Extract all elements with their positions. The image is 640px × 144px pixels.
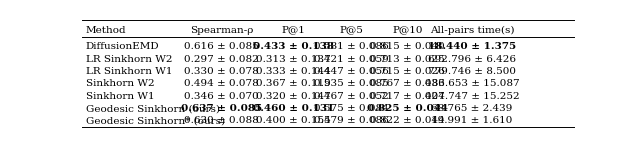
Text: 0.825 ± 0.044: 0.825 ± 0.044 xyxy=(367,104,448,113)
Text: 0.367 ± 0.119: 0.367 ± 0.119 xyxy=(256,79,331,88)
Text: 0.581 ± 0.086: 0.581 ± 0.086 xyxy=(314,42,389,51)
Text: 0.767 ± 0.036: 0.767 ± 0.036 xyxy=(370,79,445,88)
Text: 0.313 ± 0.137: 0.313 ± 0.137 xyxy=(256,55,331,64)
Text: 0.822 ± 0.044: 0.822 ± 0.044 xyxy=(370,116,445,125)
Text: 0.713 ± 0.025: 0.713 ± 0.025 xyxy=(370,55,445,64)
Text: 19.991 ± 1.610: 19.991 ± 1.610 xyxy=(431,116,513,125)
Text: LR Sinkhorn W2: LR Sinkhorn W2 xyxy=(86,55,172,64)
Text: P@1: P@1 xyxy=(282,25,305,35)
Text: 0.535 ± 0.085: 0.535 ± 0.085 xyxy=(314,79,389,88)
Text: 0.447 ± 0.056: 0.447 ± 0.056 xyxy=(314,67,389,76)
Text: 483.653 ± 15.087: 483.653 ± 15.087 xyxy=(424,79,519,88)
Text: Geodesic Sinkhorn* (ours): Geodesic Sinkhorn* (ours) xyxy=(86,116,225,125)
Text: 0.717 ± 0.027: 0.717 ± 0.027 xyxy=(370,92,445,101)
Text: 692.796 ± 6.426: 692.796 ± 6.426 xyxy=(428,55,516,64)
Text: 0.433 ± 0.138: 0.433 ± 0.138 xyxy=(253,42,333,51)
Text: 0.815 ± 0.040: 0.815 ± 0.040 xyxy=(370,42,445,51)
Text: 0.330 ± 0.078: 0.330 ± 0.078 xyxy=(184,67,259,76)
Text: 0.320 ± 0.147: 0.320 ± 0.147 xyxy=(256,92,331,101)
Text: 0.460 ± 0.131: 0.460 ± 0.131 xyxy=(253,104,334,113)
Text: 0.346 ± 0.070: 0.346 ± 0.070 xyxy=(184,92,259,101)
Text: 0.630 ± 0.088: 0.630 ± 0.088 xyxy=(184,116,259,125)
Text: 0.467 ± 0.052: 0.467 ± 0.052 xyxy=(314,92,389,101)
Text: 404.747 ± 15.252: 404.747 ± 15.252 xyxy=(424,92,519,101)
Text: All-pairs time(s): All-pairs time(s) xyxy=(429,25,514,35)
Text: 779.746 ± 8.500: 779.746 ± 8.500 xyxy=(428,67,516,76)
Text: LR Sinkhorn W1: LR Sinkhorn W1 xyxy=(86,67,172,76)
Text: Geodesic Sinkhorn (ours): Geodesic Sinkhorn (ours) xyxy=(86,104,220,113)
Text: 0.494 ± 0.078: 0.494 ± 0.078 xyxy=(184,79,259,88)
Text: 0.297 ± 0.082: 0.297 ± 0.082 xyxy=(184,55,259,64)
Text: 18.440 ± 1.375: 18.440 ± 1.375 xyxy=(428,42,516,51)
Text: Method: Method xyxy=(86,25,127,35)
Text: 0.575 ± 0.084: 0.575 ± 0.084 xyxy=(314,104,389,113)
Text: Sinkhorn W2: Sinkhorn W2 xyxy=(86,79,155,88)
Text: 0.333 ± 0.144: 0.333 ± 0.144 xyxy=(256,67,331,76)
Text: 68.765 ± 2.439: 68.765 ± 2.439 xyxy=(431,104,513,113)
Text: DiffusionEMD: DiffusionEMD xyxy=(86,42,159,51)
Text: 0.400 ± 0.154: 0.400 ± 0.154 xyxy=(256,116,331,125)
Text: 0.421 ± 0.059: 0.421 ± 0.059 xyxy=(314,55,389,64)
Text: P@10: P@10 xyxy=(392,25,422,35)
Text: 0.715 ± 0.026: 0.715 ± 0.026 xyxy=(370,67,445,76)
Text: P@5: P@5 xyxy=(340,25,364,35)
Text: Spearman-ρ: Spearman-ρ xyxy=(189,25,253,35)
Text: 0.637 ± 0.085: 0.637 ± 0.085 xyxy=(180,104,262,113)
Text: 0.616 ± 0.085: 0.616 ± 0.085 xyxy=(184,42,259,51)
Text: Sinkhorn W1: Sinkhorn W1 xyxy=(86,92,155,101)
Text: 0.579 ± 0.086: 0.579 ± 0.086 xyxy=(314,116,389,125)
